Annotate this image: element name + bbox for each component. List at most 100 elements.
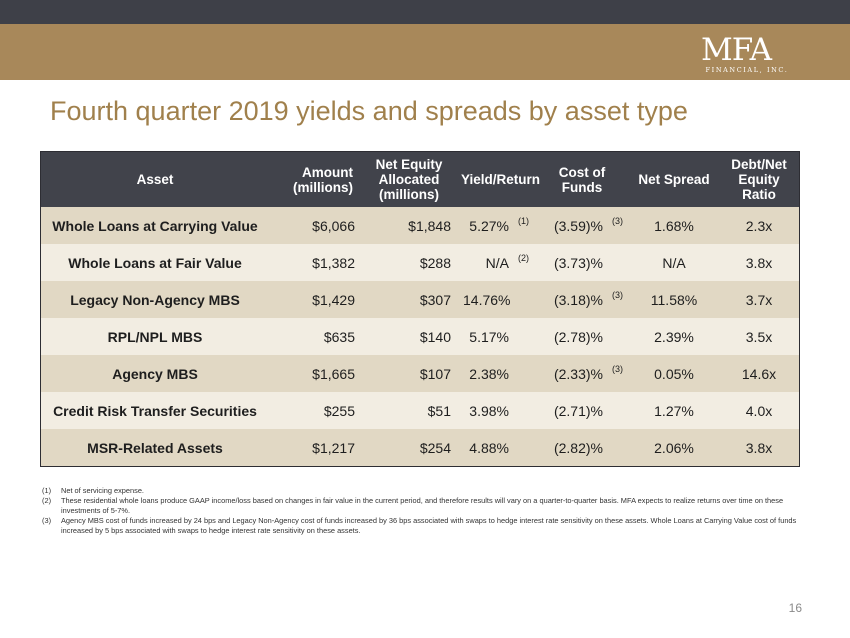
page-title: Fourth quarter 2019 yields and spreads b… (50, 96, 688, 126)
net-equity-cell: $107 (361, 355, 457, 392)
amount-cell: $1,217 (269, 429, 361, 466)
footnotes: (1) Net of servicing expense. (2) These re… (42, 486, 802, 536)
net-equity-cell: $254 (361, 429, 457, 466)
cost-value: (3.59)% (553, 217, 603, 234)
cost-cell: (2.33)% (3) (535, 355, 629, 392)
header-row: Asset Amount (millions) Net Equity Alloc… (41, 152, 799, 207)
footnote-text: These residential whole loans produce GA… (61, 496, 784, 515)
footnote-marker: (3) (612, 290, 623, 300)
footnote-number: (1) (42, 486, 52, 495)
net-equity-cell: $1,848 (361, 207, 457, 244)
footnote-marker: (1) (518, 216, 529, 226)
cost-value: (3.73)% (553, 254, 603, 271)
net-equity-cell: $51 (361, 392, 457, 429)
yield-value: 4.88% (469, 439, 509, 456)
cost-value: (2.33)% (553, 365, 603, 382)
yield-value: 5.17% (469, 328, 509, 345)
ratio-cell: 3.7x (719, 281, 799, 318)
header-net-spread: Net Spread (629, 152, 719, 207)
mfa-logo: MFA FINANCIAL, INC. (680, 34, 792, 78)
asset-name: Agency MBS (41, 355, 269, 392)
net-equity-cell: $307 (361, 281, 457, 318)
cost-value: (2.78)% (553, 328, 603, 345)
net-spread-cell: 0.05% (629, 355, 719, 392)
yield-cell: 3.98% (457, 392, 535, 429)
ratio-cell: 3.5x (719, 318, 799, 355)
yield-cell: N/A (2) (457, 244, 535, 281)
table-row: MSR-Related Assets $1,217 $254 4.88% (2.… (41, 429, 799, 466)
cost-cell: (2.82)% (535, 429, 629, 466)
amount-cell: $1,665 (269, 355, 361, 392)
header-yield: Yield/Return (457, 152, 540, 207)
cost-cell: (3.18)% (3) (535, 281, 629, 318)
yield-cell: 4.88% (457, 429, 535, 466)
table-row: Legacy Non-Agency MBS $1,429 $307 14.76%… (41, 281, 799, 318)
yield-value: 3.98% (469, 402, 509, 419)
cost-cell: (2.71)% (535, 392, 629, 429)
asset-name: Whole Loans at Carrying Value (41, 207, 269, 244)
asset-name: Credit Risk Transfer Securities (41, 392, 269, 429)
footnote: (2) These residential whole loans produce… (42, 496, 802, 516)
footnote-marker: (3) (612, 216, 623, 226)
header-cost-of-funds: Cost of Funds (535, 152, 629, 207)
net-spread-cell: N/A (629, 244, 719, 281)
ratio-cell: 2.3x (719, 207, 799, 244)
footnote-marker: (2) (518, 253, 529, 263)
footnote-text: Agency MBS cost of funds increased by 24… (61, 516, 797, 535)
cost-value: (2.71)% (553, 402, 603, 419)
amount-cell: $635 (269, 318, 361, 355)
table-row: RPL/NPL MBS $635 $140 5.17% (2.78)% 2.39… (41, 318, 799, 355)
yield-cell: 5.27% (1) (457, 207, 535, 244)
yields-table: Asset Amount (millions) Net Equity Alloc… (40, 151, 800, 467)
top-bar (0, 0, 850, 24)
table-row: Agency MBS $1,665 $107 2.38% (2.33)% (3) … (41, 355, 799, 392)
net-spread-cell: 1.68% (629, 207, 719, 244)
yield-cell: 2.38% (457, 355, 535, 392)
footnote-text: Net of servicing expense. (61, 486, 144, 495)
yield-value: 2.38% (469, 365, 509, 382)
footnote-number: (3) (42, 516, 52, 525)
table-row: Credit Risk Transfer Securities $255 $51… (41, 392, 799, 429)
table-row: Whole Loans at Carrying Value $6,066 $1,… (41, 207, 799, 244)
cost-cell: (3.59)% (3) (535, 207, 629, 244)
yield-value: 14.76% (463, 291, 511, 308)
table-row: Whole Loans at Fair Value $1,382 $288 N/… (41, 244, 799, 281)
net-equity-cell: $140 (361, 318, 457, 355)
amount-cell: $1,429 (269, 281, 361, 318)
cost-cell: (2.78)% (535, 318, 629, 355)
yield-cell: 14.76% (457, 281, 535, 318)
asset-name: RPL/NPL MBS (41, 318, 269, 355)
logo-mark: MFA (701, 32, 772, 68)
ratio-cell: 3.8x (719, 244, 799, 281)
yield-value: 5.27% (469, 217, 509, 234)
cost-value: (2.82)% (553, 439, 603, 456)
yield-value: N/A (485, 254, 509, 271)
net-spread-cell: 1.27% (629, 392, 719, 429)
footnote: (1) Net of servicing expense. (42, 486, 802, 496)
cost-cell: (3.73)% (535, 244, 629, 281)
page-number: 16 (788, 601, 802, 615)
amount-cell: $255 (269, 392, 361, 429)
asset-name: Whole Loans at Fair Value (41, 244, 269, 281)
header-asset: Asset (41, 152, 269, 207)
header-net-equity: Net Equity Allocated (millions) (361, 152, 457, 207)
net-spread-cell: 2.39% (629, 318, 719, 355)
footnote-marker: (3) (612, 364, 623, 374)
yield-cell: 5.17% (457, 318, 535, 355)
footnote: (3) Agency MBS cost of funds increased by… (42, 516, 802, 536)
cost-value: (3.18)% (553, 291, 603, 308)
header-debt-equity-ratio: Debt/Net Equity Ratio (719, 152, 799, 207)
asset-name: Legacy Non-Agency MBS (41, 281, 269, 318)
header-amount: Amount (millions) (269, 152, 361, 207)
ratio-cell: 4.0x (719, 392, 799, 429)
header-band (0, 24, 850, 80)
logo-subtitle: FINANCIAL, INC. (705, 66, 789, 74)
net-equity-cell: $288 (361, 244, 457, 281)
footnote-number: (2) (42, 496, 52, 505)
net-spread-cell: 11.58% (629, 281, 719, 318)
net-spread-cell: 2.06% (629, 429, 719, 466)
amount-cell: $1,382 (269, 244, 361, 281)
ratio-cell: 3.8x (719, 429, 799, 466)
asset-name: MSR-Related Assets (41, 429, 269, 466)
amount-cell: $6,066 (269, 207, 361, 244)
